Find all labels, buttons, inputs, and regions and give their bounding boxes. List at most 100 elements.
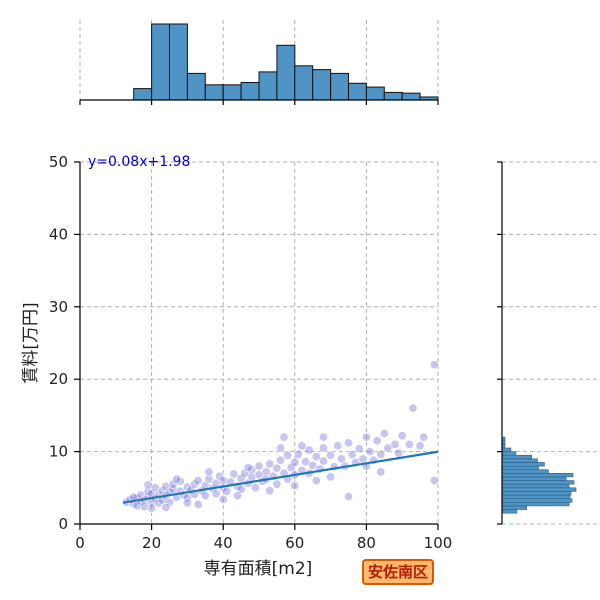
- scatter-point: [279, 432, 289, 442]
- scatter-point: [354, 444, 364, 454]
- scatter-point: [308, 460, 318, 470]
- scatter-points: [122, 360, 439, 513]
- scatter-point: [168, 484, 178, 494]
- scatter-point: [204, 467, 214, 477]
- y-histogram-bar: [501, 465, 539, 470]
- x-tick-label: 20: [142, 534, 161, 552]
- scatter-point: [383, 443, 393, 453]
- x-histogram-bar: [276, 44, 296, 101]
- scatter-point: [304, 445, 314, 455]
- y-histogram-bar: [501, 462, 545, 467]
- x-histogram-bar: [258, 71, 278, 101]
- scatter-point: [272, 463, 282, 473]
- scatter-point: [261, 467, 271, 477]
- y-histogram-bar: [501, 454, 532, 460]
- scatter-point: [139, 502, 149, 512]
- y-histogram-bar: [501, 451, 517, 456]
- regression-line: [122, 450, 439, 504]
- y-histogram-bar: [501, 469, 549, 474]
- scatter-point: [275, 455, 285, 465]
- y-axis-label: 賃料[万円]: [21, 302, 41, 383]
- y-histogram-bar: [501, 501, 570, 507]
- scatter-point: [390, 439, 400, 449]
- y-histogram-bar: [501, 487, 577, 492]
- scatter-point: [222, 486, 232, 496]
- scatter-point: [286, 463, 296, 473]
- x-histogram-bar: [401, 92, 421, 101]
- scatter-point: [283, 450, 293, 460]
- x-histogram-bar: [204, 84, 224, 101]
- scatter-point: [326, 472, 336, 482]
- scatter-point: [272, 479, 282, 489]
- x-histogram-bar: [222, 84, 242, 101]
- scatter-point: [365, 447, 375, 457]
- scatter-point: [376, 467, 386, 477]
- x-histogram-bar: [383, 91, 403, 101]
- scatter-point: [336, 454, 346, 464]
- y-histogram-bar: [501, 509, 518, 514]
- scatter-point: [265, 486, 275, 496]
- x-tick-label: 0: [75, 534, 85, 552]
- x-histogram-bar: [348, 82, 367, 101]
- scatter-point: [397, 431, 407, 441]
- x-histogram-bar: [133, 88, 153, 101]
- scatter-point: [211, 489, 221, 499]
- x-histogram-bar: [151, 23, 171, 101]
- x-histogram-bar: [330, 72, 350, 101]
- x-tick-label: 100: [424, 534, 453, 552]
- x-histogram-bar: [169, 23, 188, 101]
- scatter-point: [372, 436, 382, 446]
- y-tick-label: 0: [58, 515, 68, 533]
- scatter-point: [218, 494, 228, 504]
- scatter-point: [301, 457, 311, 467]
- y-tick-label: 40: [49, 225, 68, 243]
- y-histogram-bar: [501, 447, 512, 452]
- scatter-point: [419, 432, 429, 442]
- y-histogram-bar: [501, 483, 570, 489]
- scatter-point: [182, 498, 192, 508]
- x-histogram-bar: [312, 69, 332, 101]
- regression-equation-label: y=0.08x+1.98: [88, 154, 190, 170]
- scatter-point: [190, 479, 200, 489]
- tick-labels: 0 20 40 60 80 100 0 10 20 30 40 50: [49, 153, 452, 552]
- scatter-point: [318, 456, 328, 466]
- y-histogram-bar: [501, 498, 573, 503]
- scatter-point: [200, 491, 210, 501]
- scatter-point: [229, 469, 239, 479]
- scatter-point: [404, 439, 414, 449]
- scatter-point: [165, 497, 175, 507]
- scatter-point: [326, 450, 336, 460]
- scatter-point: [250, 483, 260, 493]
- scatter-point: [290, 457, 300, 467]
- scatter-point: [361, 432, 371, 442]
- scatter-point: [193, 476, 203, 486]
- scatter-point: [408, 403, 418, 413]
- scatter-point: [379, 428, 389, 438]
- y-tick-label: 20: [49, 370, 68, 388]
- scatter-point: [394, 448, 404, 458]
- scatter-point: [290, 481, 300, 491]
- x-histogram-bar: [240, 82, 260, 101]
- scatter-point: [293, 449, 303, 459]
- x-tick-label: 60: [285, 534, 304, 552]
- scatter-point: [343, 438, 353, 448]
- x-tick-label: 80: [357, 534, 376, 552]
- scatter-point: [254, 461, 264, 471]
- scatter-point: [318, 443, 328, 453]
- y-histogram-bar: [501, 480, 575, 485]
- scatter-point: [311, 452, 321, 462]
- scatter-point: [265, 459, 275, 469]
- scatter-point: [415, 441, 425, 451]
- scatter-point: [311, 476, 321, 486]
- scatter-point: [376, 449, 386, 459]
- scatter-point: [182, 493, 192, 503]
- scatter-point: [233, 491, 243, 501]
- scatter-point: [343, 491, 353, 501]
- regression-fit-line: [122, 450, 439, 504]
- scatter-point: [161, 502, 171, 512]
- x-histogram-bar: [294, 65, 314, 101]
- scatter-point: [172, 474, 182, 484]
- y-histogram-bar: [501, 458, 538, 463]
